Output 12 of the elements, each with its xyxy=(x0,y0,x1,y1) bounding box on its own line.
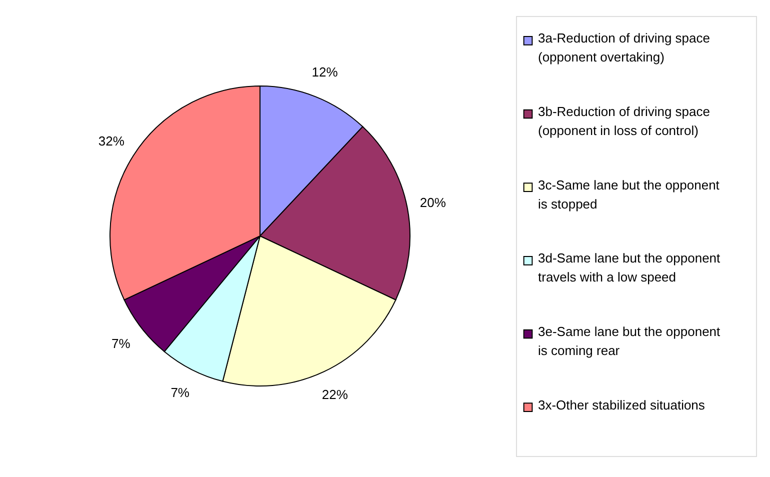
data-label: 20% xyxy=(420,195,446,210)
data-label: 12% xyxy=(312,64,338,80)
legend-label: 3x-Other stabilized situations xyxy=(538,397,706,412)
legend-label: 3b-Reduction of driving space (opponent in loss of control) xyxy=(538,104,710,138)
legend-label: 3e-Same lane but the opponent is coming rear xyxy=(538,324,721,358)
data-label: 32% xyxy=(98,134,125,149)
legend-label: 3d-Same lane but the opponent travels with a low speed xyxy=(538,250,721,285)
data-label: 7% xyxy=(170,384,190,400)
data-label: 22% xyxy=(322,387,348,402)
legend-label: 3c-Same lane but the opponent is stopped xyxy=(538,177,720,212)
data-label: 7% xyxy=(112,336,131,351)
legend-label: 3a-Reduction of driving space (opponent overtaking) xyxy=(538,30,710,65)
